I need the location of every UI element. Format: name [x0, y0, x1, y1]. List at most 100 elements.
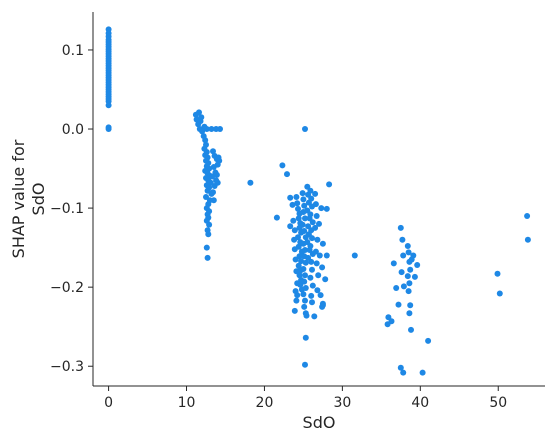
- data-point: [299, 190, 306, 197]
- data-point: [291, 236, 298, 243]
- data-point: [292, 256, 299, 263]
- data-point: [326, 181, 333, 188]
- data-point: [302, 285, 309, 291]
- data-point: [300, 291, 307, 298]
- data-point: [316, 220, 322, 227]
- data-point: [300, 196, 307, 203]
- data-point: [398, 269, 405, 276]
- data-point: [322, 276, 329, 283]
- data-point: [408, 256, 415, 263]
- data-point: [209, 173, 216, 180]
- data-point: [199, 128, 206, 135]
- data-point: [395, 301, 402, 308]
- data-point: [314, 287, 321, 294]
- data-point: [302, 215, 308, 222]
- data-point: [411, 273, 418, 280]
- data-point: [400, 369, 407, 376]
- data-point: [319, 240, 326, 247]
- scatter-points: [105, 26, 531, 376]
- data-point: [294, 292, 301, 299]
- y-axis-label-line: SHAP value for: [9, 139, 28, 258]
- data-point: [400, 283, 407, 290]
- data-point: [284, 171, 290, 178]
- data-point: [312, 224, 319, 231]
- data-point: [210, 148, 216, 155]
- data-point: [214, 179, 221, 186]
- data-point: [300, 266, 307, 272]
- data-point: [105, 124, 112, 131]
- data-point: [309, 219, 316, 226]
- data-point: [210, 189, 216, 196]
- data-point: [496, 290, 503, 297]
- data-point: [206, 221, 213, 228]
- y-axis-label: SHAP value forSdO: [9, 139, 48, 258]
- y-axis-ticks: 0.1 0.0 −0.1 −0.2 −0.3: [50, 43, 93, 375]
- data-point: [302, 334, 309, 341]
- x-tick-label: 20: [256, 395, 274, 411]
- data-point: [419, 369, 426, 376]
- data-point: [273, 214, 280, 221]
- x-axis-label: SdO: [303, 413, 336, 432]
- data-point: [302, 272, 308, 279]
- y-tick-label: −0.2: [50, 280, 84, 296]
- data-point: [301, 303, 308, 310]
- y-tick-label: −0.3: [50, 359, 84, 375]
- data-point: [302, 247, 308, 253]
- data-point: [295, 215, 302, 222]
- data-point: [397, 364, 404, 371]
- data-point: [406, 310, 413, 317]
- x-tick-label: 10: [178, 395, 196, 411]
- data-point: [293, 194, 300, 200]
- data-point: [291, 246, 298, 253]
- data-point: [287, 223, 294, 230]
- x-tick-label: 30: [333, 395, 351, 411]
- data-point: [302, 126, 308, 132]
- x-axis-ticks: 0 10 20 30 40 50: [104, 386, 507, 411]
- data-point: [524, 236, 531, 243]
- data-point: [301, 228, 308, 234]
- data-point: [309, 282, 316, 289]
- data-point: [293, 268, 300, 275]
- data-point: [319, 302, 326, 309]
- data-point: [217, 126, 223, 132]
- data-point: [298, 258, 305, 265]
- data-point: [303, 312, 310, 319]
- data-point: [210, 197, 217, 204]
- data-point: [323, 205, 330, 212]
- data-point: [308, 195, 315, 202]
- data-point: [404, 243, 411, 249]
- data-point: [302, 361, 308, 368]
- x-tick-label: 0: [104, 395, 113, 411]
- x-tick-label: 50: [489, 395, 507, 411]
- data-point: [301, 202, 308, 209]
- data-point: [314, 236, 321, 243]
- data-point: [205, 231, 212, 238]
- data-point: [290, 217, 297, 224]
- data-point: [313, 213, 320, 219]
- data-point: [203, 244, 210, 251]
- data-point: [400, 252, 407, 259]
- y-tick-label: 0.0: [62, 122, 84, 138]
- data-point: [309, 235, 315, 242]
- data-point: [202, 137, 209, 144]
- data-point: [287, 194, 294, 201]
- data-point: [319, 264, 326, 271]
- data-point: [317, 292, 324, 299]
- data-point: [294, 280, 301, 287]
- data-point: [301, 278, 308, 285]
- data-point: [524, 213, 531, 219]
- data-point: [216, 157, 223, 164]
- data-point: [105, 102, 112, 109]
- data-point: [323, 252, 330, 259]
- data-point: [404, 273, 411, 280]
- data-point: [293, 297, 300, 304]
- data-point: [291, 227, 298, 234]
- data-point: [316, 252, 323, 259]
- data-point: [393, 285, 400, 291]
- data-point: [309, 299, 315, 306]
- data-point: [408, 326, 414, 333]
- data-point: [299, 221, 306, 228]
- data-point: [315, 272, 322, 279]
- data-point: [494, 270, 501, 277]
- data-point: [307, 243, 314, 249]
